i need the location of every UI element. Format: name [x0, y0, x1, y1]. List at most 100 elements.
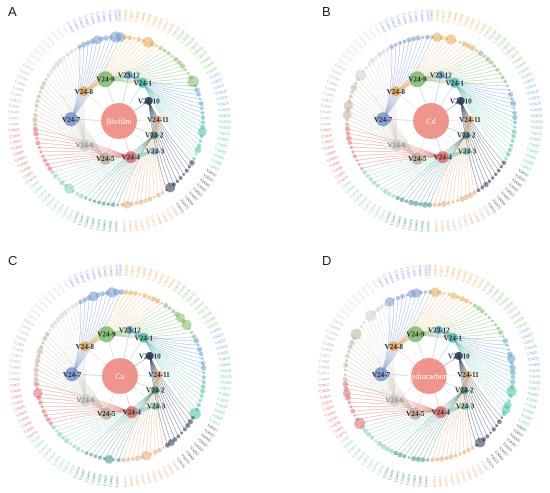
edge — [393, 302, 471, 347]
leaf-label: V24196 — [518, 66, 530, 75]
hub-label: V24-9 — [96, 76, 115, 84]
leaf-node — [359, 324, 363, 328]
leaf-label: V24147 — [180, 33, 191, 45]
edge — [454, 82, 514, 137]
leaf-label: V24756 — [355, 290, 366, 302]
leaf-node — [510, 375, 516, 380]
edge — [149, 355, 168, 446]
hub-node-v24-1 — [449, 77, 460, 88]
leaf-label: V24644 — [7, 122, 19, 126]
leaf-label: V24042 — [102, 265, 108, 277]
leaf-label: V24168 — [503, 301, 515, 312]
leaf-node — [45, 417, 51, 422]
edge — [84, 300, 158, 347]
leaf-node — [46, 72, 52, 78]
edge — [143, 337, 204, 383]
leaf-node — [505, 152, 511, 157]
edge — [454, 82, 515, 128]
leaf-label: V24336 — [511, 178, 523, 188]
leaf-label: V24364 — [185, 450, 196, 462]
leaf-node — [194, 87, 200, 93]
leaf-label: V24679 — [11, 347, 23, 354]
leaf-label: V24637 — [320, 128, 332, 133]
leaf-node — [447, 292, 451, 296]
leaf-node — [349, 405, 353, 409]
leaf-label: V24140 — [176, 29, 186, 41]
leaf-node — [496, 326, 501, 331]
leaf-node — [57, 178, 60, 181]
leaf-node — [39, 85, 45, 90]
leaf-node — [34, 109, 37, 112]
leaf-label: V24385 — [171, 460, 181, 472]
leaf-node — [62, 55, 66, 60]
edge — [370, 315, 395, 401]
edge — [143, 337, 196, 414]
leaf-label: V24567 — [29, 180, 41, 190]
leaf-node — [478, 50, 484, 56]
leaf-label: V24007 — [72, 273, 81, 285]
leaf-label: V24154 — [185, 37, 196, 48]
hub-label: V24-6 — [387, 142, 406, 150]
edge — [350, 346, 416, 414]
edge — [71, 292, 117, 375]
leaf-label: V24224 — [527, 89, 539, 96]
edge — [83, 43, 153, 92]
leaf-label: V24490 — [394, 471, 401, 483]
leaf-node — [191, 416, 195, 420]
leaf-label: V24679 — [322, 92, 334, 99]
leaf-node — [122, 34, 128, 40]
edge — [38, 96, 106, 159]
leaf-node — [362, 320, 366, 325]
leaf-node — [184, 68, 187, 72]
edge — [129, 329, 199, 346]
leaf-node — [198, 351, 204, 357]
leaf-node — [41, 409, 46, 414]
leaf-node — [436, 202, 442, 207]
leaf-node — [402, 39, 407, 44]
leaf-node — [363, 428, 368, 434]
leaf-label: V24378 — [176, 457, 186, 469]
leaf-label: V24588 — [329, 420, 341, 429]
leaf-node — [33, 388, 43, 399]
leaf-label: V24266 — [219, 125, 231, 130]
leaf-label: V24595 — [17, 415, 29, 424]
edge — [452, 337, 508, 406]
edge — [347, 124, 418, 159]
edge — [84, 292, 131, 347]
leaf-label: V24371 — [489, 453, 499, 465]
leaf-label: V24497 — [388, 469, 396, 481]
leaf-node — [58, 58, 64, 64]
leaf-label: V24147 — [490, 288, 501, 300]
leaf-node — [507, 399, 511, 403]
leaf-node — [115, 32, 126, 42]
edge — [357, 411, 441, 420]
leaf-label: V24210 — [523, 77, 535, 85]
leaf-label: V24546 — [351, 447, 362, 458]
leaf-node — [374, 56, 378, 59]
hub-label: V24-3 — [456, 403, 475, 411]
leaf-node — [511, 129, 517, 135]
leaf-node — [79, 193, 84, 199]
leaf-node — [155, 298, 161, 304]
edge — [454, 82, 507, 159]
edge — [143, 337, 203, 392]
hub-node-v24-10 — [454, 351, 463, 360]
leaf-label: V24742 — [36, 43, 47, 54]
leaf-label: V24455 — [424, 476, 428, 488]
edge — [148, 100, 184, 175]
edge — [458, 355, 481, 443]
hub-node-v23-12 — [124, 71, 133, 79]
leaf-node — [200, 111, 205, 115]
leaf-node — [33, 376, 39, 382]
leaf-label: V24462 — [109, 475, 114, 487]
leaf-label: V24231 — [528, 95, 540, 101]
edge — [452, 337, 512, 392]
leaf-label: V24070 — [124, 264, 129, 276]
edge — [393, 298, 463, 347]
leaf-label: V24427 — [449, 473, 455, 485]
hub-label: V24-11 — [459, 116, 481, 124]
leaf-label: V24371 — [180, 453, 190, 465]
leaf-node — [450, 292, 457, 299]
edge — [460, 100, 505, 163]
